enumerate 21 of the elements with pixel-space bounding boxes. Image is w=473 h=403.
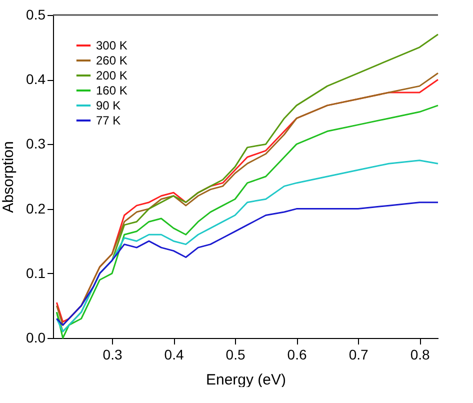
x-tick-label: 0.6 <box>287 346 307 362</box>
line-series <box>56 202 439 326</box>
x-tick-label: 0.4 <box>164 346 184 362</box>
legend-label: 300 K <box>96 38 128 52</box>
x-tick-label: 0.3 <box>102 346 122 362</box>
y-tick-label: 0.2 <box>26 200 46 216</box>
y-axis-title: Absorption <box>0 141 18 213</box>
line-series <box>56 160 439 332</box>
y-tick-label: 0.3 <box>26 136 46 152</box>
y-tick-label: 0.1 <box>26 264 46 281</box>
legend-label: 160 K <box>96 84 128 98</box>
x-tick-label: 0.8 <box>410 346 430 362</box>
x-tick-label: 0.5 <box>226 346 246 362</box>
legend-label: 260 K <box>96 54 128 68</box>
y-tick-label: 0.5 <box>26 6 46 22</box>
legend-label: 77 K <box>96 114 121 128</box>
y-tick-label: 0.4 <box>26 71 46 88</box>
legend-label: 200 K <box>96 68 128 82</box>
legend-label: 90 K <box>96 98 121 112</box>
y-tick-label: 0.0 <box>26 330 46 346</box>
x-tick-label: 0.7 <box>348 346 368 362</box>
